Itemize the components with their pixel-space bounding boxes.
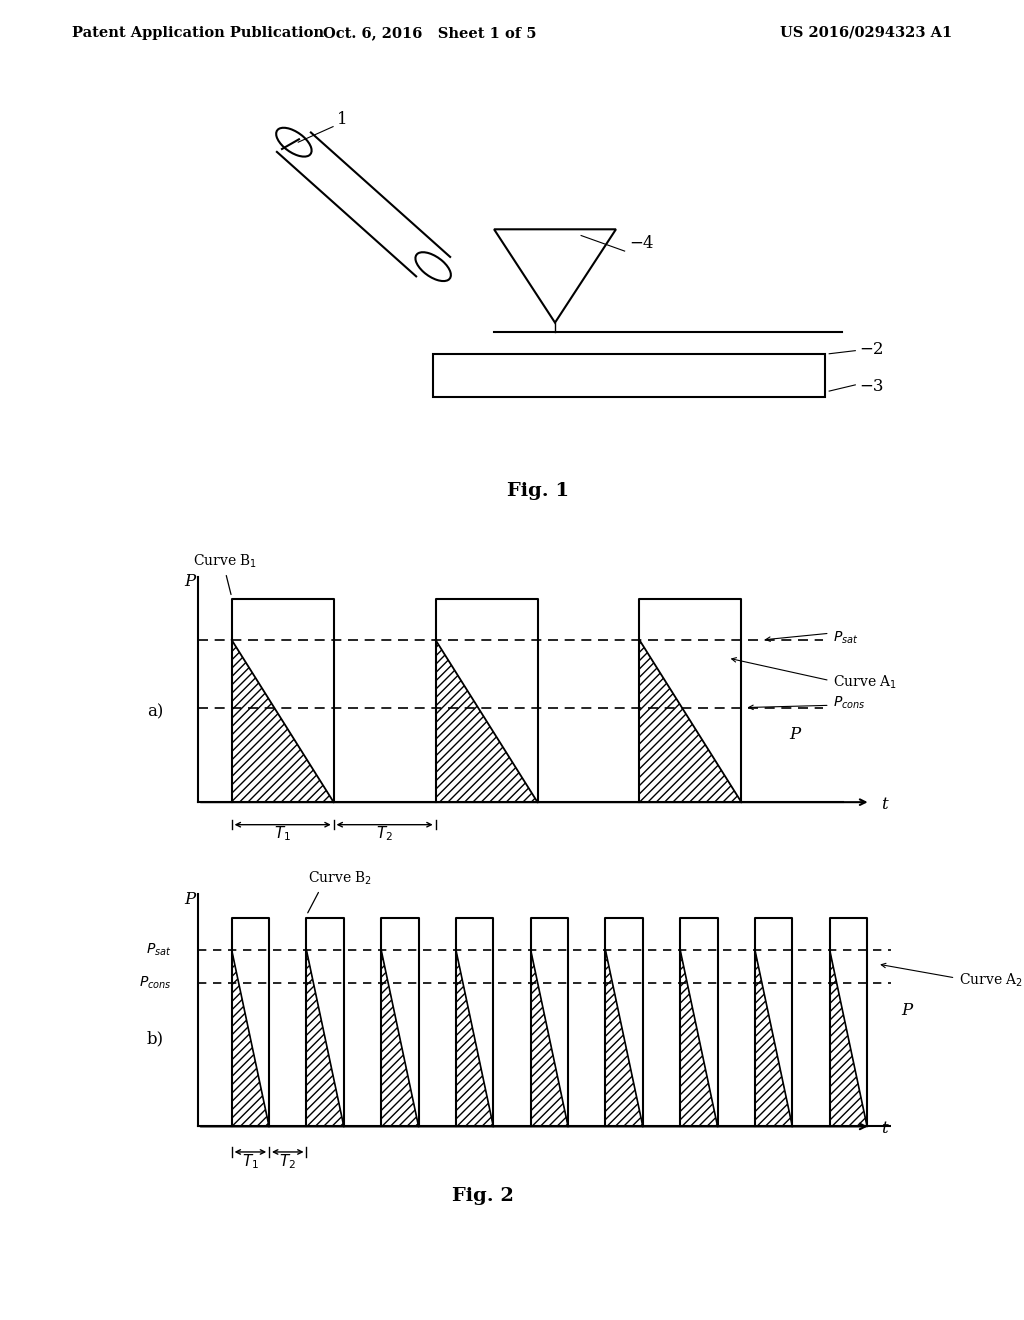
Ellipse shape [416, 252, 451, 281]
Text: 1: 1 [338, 111, 348, 128]
Bar [433, 354, 825, 397]
Text: P: P [788, 726, 800, 743]
Text: −3: −3 [860, 378, 884, 395]
Text: t: t [881, 796, 888, 813]
Text: Fig. 1: Fig. 1 [507, 482, 568, 500]
Text: Curve B$_1$: Curve B$_1$ [193, 553, 257, 594]
Text: Patent Application Publication: Patent Application Publication [72, 26, 324, 40]
Text: Oct. 6, 2016   Sheet 1 of 5: Oct. 6, 2016 Sheet 1 of 5 [324, 26, 537, 40]
Text: $T_1$: $T_1$ [274, 824, 291, 843]
Text: $T_2$: $T_2$ [376, 824, 393, 843]
Text: P: P [184, 573, 196, 590]
Text: −4: −4 [629, 235, 653, 252]
Text: t: t [881, 1121, 888, 1138]
Text: P: P [901, 1002, 912, 1019]
Text: $P_{sat}$: $P_{sat}$ [834, 630, 858, 645]
Text: $T_2$: $T_2$ [280, 1152, 296, 1171]
Text: US 2016/0294323 A1: US 2016/0294323 A1 [780, 26, 952, 40]
Text: $T_1$: $T_1$ [242, 1152, 259, 1171]
Text: Curve A$_2$: Curve A$_2$ [958, 972, 1023, 989]
Text: Curve B$_2$: Curve B$_2$ [308, 870, 373, 913]
Text: $P_{cons}$: $P_{cons}$ [834, 694, 866, 711]
Text: $P_{sat}$: $P_{sat}$ [146, 942, 172, 958]
Text: Fig. 2: Fig. 2 [453, 1187, 514, 1205]
Text: b): b) [146, 1030, 164, 1047]
Text: a): a) [146, 704, 163, 721]
Text: −2: −2 [860, 341, 884, 358]
Text: Curve A$_1$: Curve A$_1$ [834, 675, 897, 692]
Text: $P_{cons}$: $P_{cons}$ [139, 974, 172, 991]
Text: P: P [184, 891, 196, 908]
